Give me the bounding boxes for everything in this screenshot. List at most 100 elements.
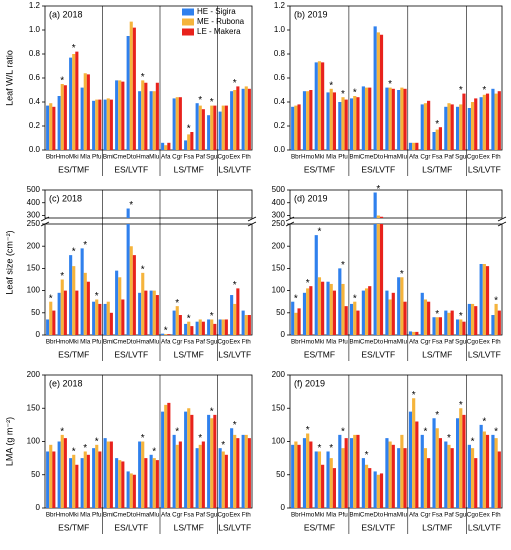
bar — [92, 100, 96, 150]
bar — [373, 26, 377, 150]
bar — [144, 458, 148, 508]
bar — [427, 100, 431, 150]
bar — [432, 317, 436, 335]
group-label: ES/TMF — [58, 164, 89, 174]
bar — [450, 448, 454, 508]
bar — [126, 208, 130, 335]
bar — [450, 104, 454, 150]
x-tick-label: Fth — [242, 154, 252, 161]
bar — [75, 51, 79, 150]
group-label: LS/LVTF — [218, 522, 251, 532]
bar — [435, 317, 439, 335]
y-tick-label: 500 — [272, 185, 286, 194]
bar — [115, 270, 119, 335]
bar — [373, 471, 377, 508]
x-tick-label: Eex — [229, 339, 241, 346]
y-tick-label: 300 — [272, 211, 286, 220]
x-tick-label: Paf — [444, 154, 454, 161]
bar — [141, 80, 145, 150]
bar — [364, 87, 369, 150]
group-label: ES/LVTF — [114, 349, 148, 359]
bar — [63, 85, 67, 150]
bar — [57, 441, 61, 508]
group-label: LS/TMF — [422, 164, 452, 174]
bar — [247, 438, 251, 508]
significance-marker: * — [233, 280, 237, 291]
bar — [400, 277, 404, 335]
group-label: ES/TMF — [304, 164, 335, 174]
bar — [129, 246, 133, 335]
plot-frame — [289, 189, 503, 219]
bar — [497, 91, 501, 150]
bar — [164, 404, 168, 508]
bar — [178, 97, 182, 150]
x-tick-label: Cgo — [217, 339, 229, 346]
bar — [92, 448, 96, 508]
bar — [141, 441, 145, 508]
bar — [459, 104, 463, 150]
significance-marker: * — [482, 85, 486, 96]
bar — [236, 288, 240, 335]
bar — [482, 431, 486, 508]
bar — [350, 303, 354, 335]
x-tick-label: Cme — [113, 512, 127, 519]
y-tick-label: 0 — [281, 503, 286, 512]
bar — [178, 315, 182, 335]
bar — [447, 444, 451, 508]
bar — [118, 80, 122, 150]
significance-marker: * — [459, 400, 463, 411]
x-tick-label: Cgr — [420, 154, 430, 161]
bar — [213, 105, 217, 150]
bar — [218, 111, 222, 150]
bar — [103, 303, 107, 335]
bar — [129, 473, 133, 508]
bar — [49, 444, 53, 508]
bar — [155, 460, 159, 508]
bar — [494, 93, 498, 150]
bar — [314, 62, 318, 150]
group-label: LS/TMF — [174, 522, 204, 532]
bar — [98, 451, 102, 508]
x-tick-label: Cme — [360, 339, 374, 346]
bar — [474, 98, 478, 150]
x-tick-label: Cgo — [217, 154, 229, 161]
bar — [459, 408, 463, 508]
significance-marker: * — [95, 291, 99, 302]
bar — [69, 57, 73, 150]
x-tick-label: Afa — [161, 339, 171, 346]
plot-frame — [44, 189, 253, 219]
bar — [494, 303, 498, 335]
bar — [444, 106, 448, 150]
bar — [132, 27, 136, 151]
x-tick-label: Afa — [161, 154, 171, 161]
bar — [456, 106, 460, 150]
bar — [397, 448, 401, 508]
bar — [95, 444, 99, 508]
x-tick-label: Sgu — [206, 154, 218, 161]
x-tick-label: Mla — [80, 339, 91, 346]
group-label: ES/TMF — [304, 349, 335, 359]
x-tick-label: Cme — [360, 512, 374, 519]
bar — [149, 91, 153, 150]
bar — [224, 105, 228, 150]
bar — [60, 434, 64, 508]
group-label: ES/TMF — [304, 522, 335, 532]
bar — [391, 444, 395, 508]
panel-title: (d) 2019 — [294, 193, 328, 203]
bar — [485, 434, 490, 508]
significance-marker: * — [317, 227, 321, 238]
significance-marker: * — [341, 89, 345, 100]
x-tick-label: Hma — [136, 154, 150, 161]
y-tick-label: 250 — [27, 219, 41, 228]
bar — [241, 434, 245, 508]
bar — [376, 474, 380, 508]
bar — [462, 93, 466, 150]
significance-marker: * — [341, 426, 345, 437]
bar — [482, 94, 486, 150]
x-tick-label: Cgo — [467, 154, 479, 161]
bar — [379, 216, 384, 335]
bar — [356, 434, 360, 508]
axis-break — [247, 216, 257, 227]
significance-marker: * — [353, 293, 357, 304]
bar — [149, 290, 153, 335]
